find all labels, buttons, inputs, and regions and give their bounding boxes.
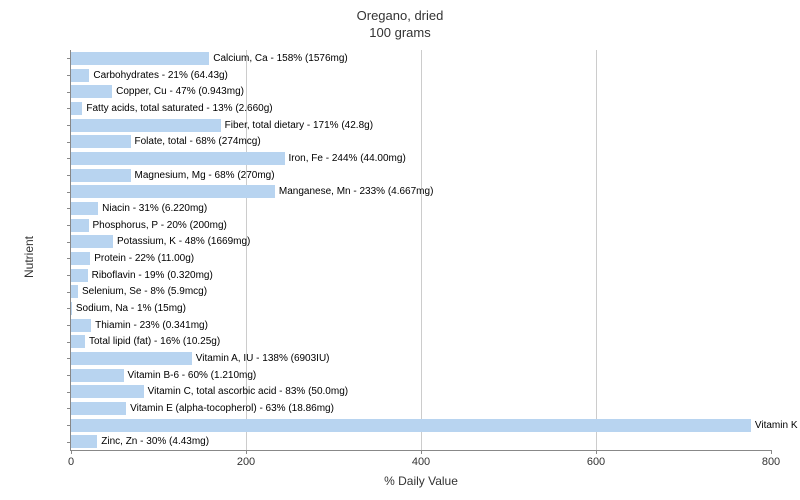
nutrient-bar-label: Carbohydrates - 21% (64.43g): [89, 69, 228, 82]
nutrient-bar-label: Selenium, Se - 8% (5.9mcg): [78, 285, 207, 298]
y-tick-mark: [67, 275, 71, 276]
gridline: [596, 50, 597, 450]
y-tick-mark: [67, 208, 71, 209]
title-line2: 100 grams: [369, 25, 430, 40]
nutrient-bar: [71, 169, 131, 182]
nutrient-bar-label: Vitamin K (phylloquinone) - 777% (621.7m…: [751, 419, 800, 432]
nutrient-bar: [71, 52, 209, 65]
x-tick-label: 0: [68, 456, 74, 468]
nutrient-bar-label: Fiber, total dietary - 171% (42.8g): [221, 119, 373, 132]
nutrient-bar: [71, 202, 98, 215]
y-tick-mark: [67, 75, 71, 76]
nutrient-bar: [71, 402, 126, 415]
nutrient-bar: [71, 185, 275, 198]
y-tick-mark: [67, 92, 71, 93]
y-tick-mark: [67, 192, 71, 193]
nutrient-bar-label: Iron, Fe - 244% (44.00mg): [285, 152, 406, 165]
nutrient-bar: [71, 352, 192, 365]
y-tick-mark: [67, 325, 71, 326]
y-tick-mark: [67, 392, 71, 393]
nutrient-bar: [71, 119, 221, 132]
y-tick-mark: [67, 242, 71, 243]
y-tick-mark: [67, 108, 71, 109]
nutrient-bar-label: Vitamin A, IU - 138% (6903IU): [192, 352, 330, 365]
y-tick-mark: [67, 258, 71, 259]
y-tick-mark: [67, 308, 71, 309]
x-tick-label: 600: [587, 456, 605, 468]
y-tick-mark: [67, 375, 71, 376]
nutrient-bar: [71, 419, 751, 432]
nutrient-bar-label: Sodium, Na - 1% (15mg): [72, 302, 186, 315]
nutrient-bar: [71, 385, 144, 398]
nutrient-bar-label: Riboflavin - 19% (0.320mg): [88, 269, 213, 282]
nutrient-bar: [71, 319, 91, 332]
nutrient-bar: [71, 335, 85, 348]
nutrient-bar: [71, 369, 124, 382]
nutrient-bar-label: Copper, Cu - 47% (0.943mg): [112, 85, 244, 98]
x-axis-label: % Daily Value: [384, 474, 458, 488]
nutrient-bar-label: Manganese, Mn - 233% (4.667mg): [275, 185, 434, 198]
nutrient-bar: [71, 435, 97, 448]
nutrient-bar-label: Vitamin C, total ascorbic acid - 83% (50…: [144, 385, 348, 398]
x-tick-mark: [71, 450, 72, 454]
y-tick-mark: [67, 408, 71, 409]
nutrient-bar: [71, 69, 89, 82]
x-tick-label: 200: [237, 456, 255, 468]
chart-title: Oregano, dried 100 grams: [0, 0, 800, 42]
x-tick-label: 800: [762, 456, 780, 468]
x-tick-mark: [421, 450, 422, 454]
nutrient-bar-label: Phosphorus, P - 20% (200mg): [89, 219, 227, 232]
y-tick-mark: [67, 442, 71, 443]
nutrient-bar: [71, 85, 112, 98]
y-tick-mark: [67, 225, 71, 226]
nutrient-bar: [71, 102, 82, 115]
x-tick-mark: [771, 450, 772, 454]
nutrient-bar-label: Total lipid (fat) - 16% (10.25g): [85, 335, 220, 348]
title-line1: Oregano, dried: [357, 8, 444, 23]
y-tick-mark: [67, 158, 71, 159]
y-axis-label: Nutrient: [22, 236, 36, 278]
nutrient-bar: [71, 135, 131, 148]
nutrient-bar: [71, 235, 113, 248]
y-tick-mark: [67, 142, 71, 143]
y-tick-mark: [67, 175, 71, 176]
nutrient-bar: [71, 152, 285, 165]
nutrient-bar-label: Magnesium, Mg - 68% (270mg): [131, 169, 275, 182]
x-tick-mark: [246, 450, 247, 454]
x-tick-mark: [596, 450, 597, 454]
gridline: [421, 50, 422, 450]
y-tick-mark: [67, 342, 71, 343]
x-tick-label: 400: [412, 456, 430, 468]
y-tick-mark: [67, 358, 71, 359]
y-tick-mark: [67, 58, 71, 59]
nutrient-bar: [71, 219, 89, 232]
nutrient-bar: [71, 252, 90, 265]
nutrient-bar-label: Potassium, K - 48% (1669mg): [113, 235, 250, 248]
nutrient-bar-label: Protein - 22% (11.00g): [90, 252, 194, 265]
nutrient-bar-label: Vitamin E (alpha-tocopherol) - 63% (18.8…: [126, 402, 334, 415]
nutrient-bar-label: Folate, total - 68% (274mcg): [131, 135, 261, 148]
y-tick-mark: [67, 425, 71, 426]
nutrient-bar-label: Fatty acids, total saturated - 13% (2.66…: [82, 102, 272, 115]
nutrient-bar-label: Thiamin - 23% (0.341mg): [91, 319, 208, 332]
nutrient-bar-label: Calcium, Ca - 158% (1576mg): [209, 52, 348, 65]
y-tick-mark: [67, 292, 71, 293]
plot-area: Nutrient % Daily Value 0200400600800Calc…: [70, 50, 771, 451]
nutrient-bar: [71, 269, 88, 282]
nutrient-bar-label: Zinc, Zn - 30% (4.43mg): [97, 435, 209, 448]
nutrient-bar-label: Vitamin B-6 - 60% (1.210mg): [124, 369, 257, 382]
chart-container: Oregano, dried 100 grams Nutrient % Dail…: [0, 0, 800, 500]
y-tick-mark: [67, 125, 71, 126]
nutrient-bar: [71, 285, 78, 298]
nutrient-bar-label: Niacin - 31% (6.220mg): [98, 202, 207, 215]
